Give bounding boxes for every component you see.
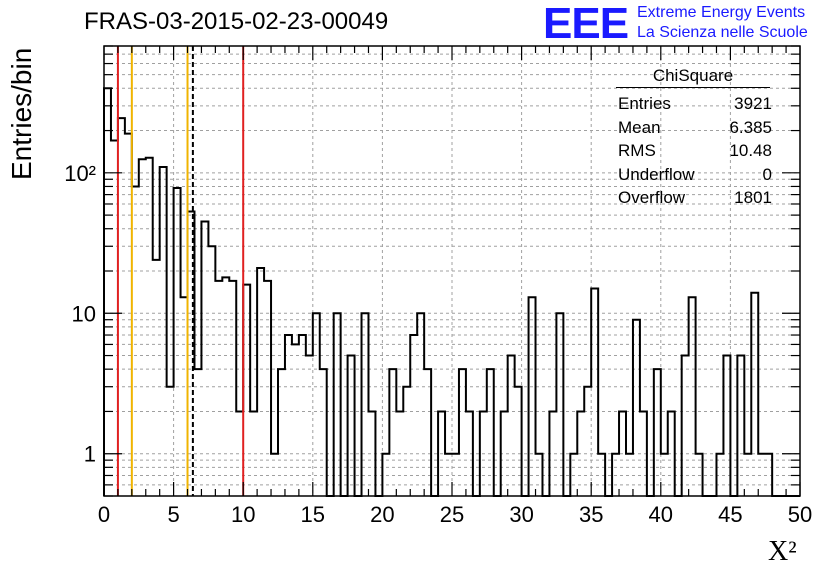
x-tick-label: 5 [167, 502, 179, 527]
histogram [103, 87, 800, 497]
stat-value: 0 [762, 164, 772, 184]
stat-label: Mean [618, 117, 661, 137]
y-axis-label: Entries/bin [6, 47, 37, 180]
y-tick-label: 1 [84, 442, 96, 467]
stat-value: 10.48 [729, 141, 772, 160]
x-tick-label: 20 [370, 502, 394, 527]
stat-value: 6.385 [729, 117, 772, 137]
x-tick-label: 45 [718, 502, 742, 527]
stat-row-underflow: Underflow 0 [610, 163, 776, 187]
stat-row-rms: RMS 10.48 [610, 139, 776, 163]
stat-value: 1801 [734, 188, 772, 207]
x-tick-label: 30 [509, 502, 533, 527]
x-tick-label: 25 [440, 502, 464, 527]
stat-row-mean: Mean 6.385 [610, 116, 776, 140]
stat-value: 3921 [734, 94, 772, 113]
x-tick-label: 15 [301, 502, 325, 527]
y-tick-label: 10² [64, 161, 96, 186]
stat-label: Entries [618, 94, 671, 113]
logo-line-1: Extreme Energy Events [637, 4, 806, 21]
y-tick-label: 10 [72, 301, 96, 326]
marker-lines [116, 46, 245, 496]
x-tick-label: 40 [649, 502, 673, 527]
stat-row-entries: Entries 3921 [610, 92, 776, 116]
chart-title: FRAS-03-2015-02-23-00049 [84, 8, 389, 35]
stat-label: RMS [618, 141, 656, 160]
stat-label: Underflow [618, 164, 695, 184]
grid [104, 46, 800, 496]
stat-label: Overflow [618, 188, 686, 207]
stats-title: ChiSquare [616, 66, 770, 88]
x-tick-label: 10 [231, 502, 255, 527]
x-tick-label: 0 [98, 502, 110, 527]
x-tick-label: 35 [579, 502, 603, 527]
axes: 0 5 10 15 20 25 30 35 40 45 50 1 10 10² [64, 45, 812, 527]
stat-row-overflow: Overflow 1801 [610, 186, 776, 210]
logo-line-2: La Scienza nelle Scuole [637, 24, 808, 41]
stats-box: ChiSquare Entries 3921 Mean 6.385 RMS 10.48… [610, 66, 776, 210]
x-tick-label: 50 [788, 502, 812, 527]
eee-logo: EEE [543, 0, 629, 48]
x-axis-label: X² [768, 536, 797, 567]
histogram-bars [103, 87, 800, 497]
